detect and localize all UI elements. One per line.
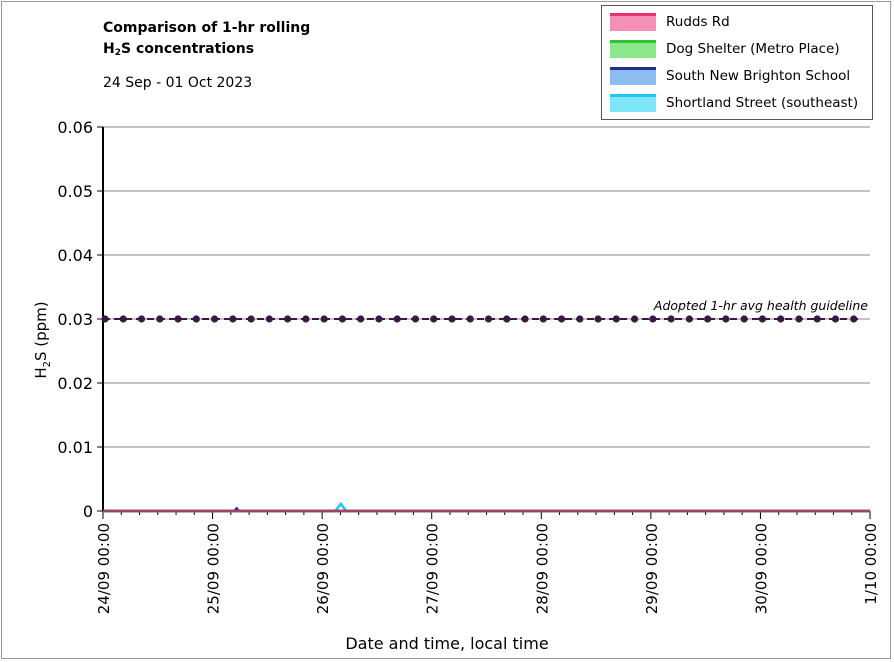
legend-label-rudds-rd: Rudds Rd bbox=[666, 14, 730, 30]
chart-title-line1: Comparison of 1-hr rolling bbox=[103, 20, 311, 36]
legend-item-dog-shelter: Dog Shelter (Metro Place) bbox=[610, 39, 840, 59]
title-rest: S concentrations bbox=[120, 41, 255, 57]
legend-label-shortland-street: Shortland Street (southeast) bbox=[666, 95, 859, 111]
chart-subtitle: 24 Sep - 01 Oct 2023 bbox=[103, 75, 253, 91]
title-h: H bbox=[103, 41, 115, 57]
x-axis-label: Date and time, local time bbox=[345, 634, 549, 653]
legend-item-south-new-brighton: South New Brighton School bbox=[610, 66, 850, 86]
title-subscript: 2 bbox=[114, 48, 121, 58]
legend-swatch-shortland-street bbox=[610, 94, 656, 112]
legend-label-dog-shelter: Dog Shelter (Metro Place) bbox=[666, 41, 840, 57]
legend-item-shortland-street: Shortland Street (southeast) bbox=[610, 93, 858, 113]
legend-swatch-rudds-rd bbox=[610, 13, 656, 31]
ylabel-subscript: 2 bbox=[42, 361, 54, 368]
legend-swatch-dog-shelter bbox=[610, 40, 656, 58]
y-axis-label: H2S (ppm) bbox=[32, 301, 53, 378]
legend: Rudds Rd Dog Shelter (Metro Place) South… bbox=[601, 5, 873, 120]
legend-swatch-south-new-brighton bbox=[610, 67, 656, 85]
chart-title-line2: H2S concentrations bbox=[103, 39, 310, 64]
legend-item-rudds-rd: Rudds Rd bbox=[610, 12, 730, 32]
legend-label-south-new-brighton: South New Brighton School bbox=[666, 68, 851, 84]
ylabel-h: H bbox=[32, 367, 51, 379]
chart-title: Comparison of 1-hr rolling H2S concentra… bbox=[103, 18, 310, 64]
ylabel-rest: S (ppm) bbox=[32, 301, 51, 361]
